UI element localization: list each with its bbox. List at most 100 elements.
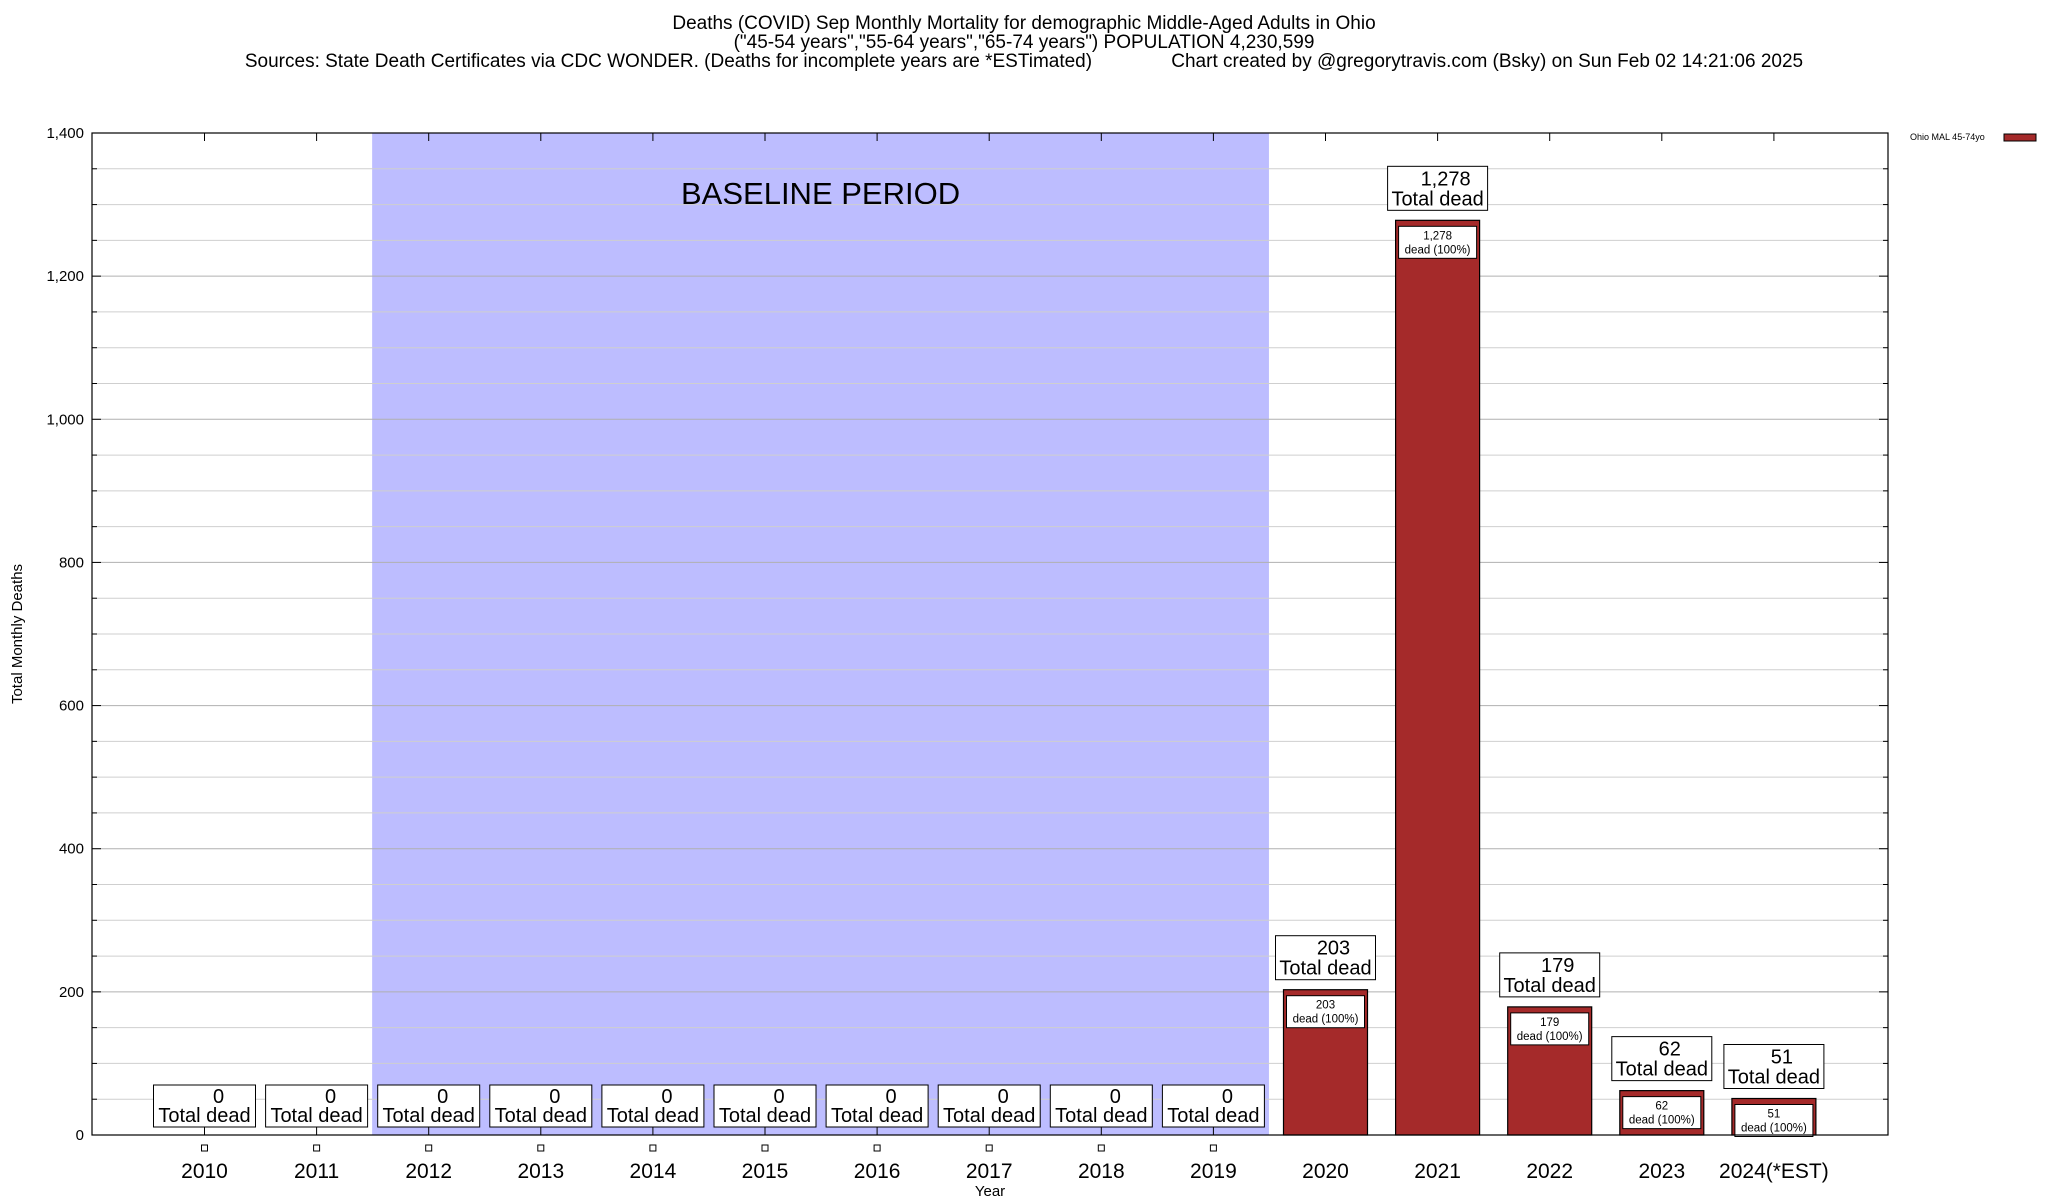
inner-label-box — [1286, 995, 1365, 1029]
x-tick-label: 2020 — [1302, 1160, 1349, 1183]
total-label-box — [1387, 165, 1489, 211]
inner-label-box — [1622, 1096, 1702, 1130]
total-label-box — [1499, 952, 1601, 998]
total-label-value: 0 — [1110, 1086, 1121, 1108]
total-label-box — [1275, 935, 1376, 981]
total-label-value: 51 — [1771, 1046, 1793, 1068]
total-label-value: 1,278 — [1421, 168, 1471, 190]
total-label-suffix: Total dead — [607, 1105, 699, 1127]
total-label-box — [153, 1084, 256, 1128]
y-tick-label: 0 — [76, 1127, 84, 1144]
total-label-suffix: Total dead — [1616, 1059, 1708, 1081]
chart-sources-line: Sources: State Death Certificates via CD… — [0, 52, 2048, 71]
inner-label-value: 1,278 — [1423, 230, 1452, 242]
total-label-value: 0 — [325, 1086, 336, 1108]
x-tick-label: 2013 — [517, 1160, 564, 1183]
inner-label-box — [1398, 225, 1478, 259]
total-label-value: 0 — [549, 1086, 560, 1108]
total-label-box — [377, 1084, 481, 1128]
x-tick-label: 2019 — [1190, 1160, 1237, 1183]
y-tick-label: 400 — [59, 841, 84, 858]
total-label-box — [825, 1084, 929, 1128]
x-tick-label: 2012 — [405, 1160, 452, 1183]
total-label-value: 0 — [661, 1086, 672, 1108]
total-label-value: 203 — [1317, 938, 1350, 960]
chart-header: Deaths (COVID) Sep Monthly Mortality for… — [0, 14, 2048, 71]
zero-marker — [201, 1144, 208, 1152]
total-label-value: 0 — [886, 1086, 897, 1108]
total-label-suffix: Total dead — [943, 1105, 1035, 1127]
total-label-value: 179 — [1541, 955, 1574, 977]
inner-label-box — [1510, 1012, 1590, 1046]
total-label-suffix: Total dead — [383, 1105, 475, 1127]
total-label-box — [937, 1084, 1041, 1128]
inner-label-percent: dead (100%) — [1741, 1122, 1807, 1134]
plot-frame — [91, 132, 1889, 1136]
baseline-label: BASELINE PERIOD — [681, 176, 960, 211]
y-axis-title: Total Monthly Deaths — [9, 564, 26, 704]
total-label-suffix: Total dead — [495, 1105, 587, 1127]
total-label-value: 0 — [213, 1086, 224, 1108]
total-label-suffix: Total dead — [270, 1105, 362, 1127]
x-tick-label: 2018 — [1078, 1160, 1125, 1183]
x-tick-label: 2022 — [1526, 1160, 1573, 1183]
total-label-suffix: Total dead — [1728, 1066, 1820, 1088]
chart-title: Deaths (COVID) Sep Monthly Mortality for… — [672, 13, 1376, 34]
inner-label-value: 203 — [1316, 1000, 1335, 1012]
chart-subtitle: ("45-54 years","55-64 years","65-74 year… — [733, 32, 1315, 53]
y-tick-label: 800 — [59, 554, 84, 571]
y-tick-label: 600 — [59, 698, 84, 715]
total-label-suffix: Total dead — [1055, 1105, 1147, 1127]
x-tick-label: 2016 — [854, 1160, 901, 1183]
total-label-suffix: Total dead — [719, 1105, 811, 1127]
x-tick-label: 2015 — [742, 1160, 789, 1183]
total-label-suffix: Total dead — [1279, 958, 1371, 980]
zero-marker — [873, 1144, 881, 1152]
total-label-box — [601, 1084, 705, 1128]
inner-label-value: 179 — [1540, 1017, 1559, 1029]
inner-label-percent: dead (100%) — [1517, 1031, 1583, 1043]
zero-marker — [425, 1144, 433, 1152]
y-tick-label: 200 — [59, 984, 84, 1001]
zero-marker — [1209, 1144, 1217, 1152]
total-label-box — [1611, 1036, 1713, 1082]
total-label-value: 0 — [1222, 1086, 1233, 1108]
total-label-box — [1049, 1084, 1153, 1128]
y-tick-label: 1,400 — [46, 125, 84, 142]
zero-marker — [649, 1144, 657, 1152]
total-label-value: 0 — [437, 1086, 448, 1108]
inner-label-value: 51 — [1768, 1108, 1781, 1120]
total-label-suffix: Total dead — [1391, 188, 1483, 210]
total-label-value: 0 — [998, 1086, 1009, 1108]
total-label-suffix: Total dead — [158, 1105, 250, 1127]
total-label-box — [489, 1084, 593, 1128]
total-label-value: 62 — [1659, 1039, 1681, 1061]
zero-marker — [537, 1144, 545, 1152]
x-axis-title: Year — [975, 1183, 1005, 1200]
inner-label-percent: dead (100%) — [1405, 244, 1471, 256]
zero-marker — [1097, 1144, 1105, 1152]
bar — [1394, 219, 1481, 1136]
zero-marker — [761, 1144, 769, 1152]
inner-label-value: 62 — [1655, 1101, 1668, 1113]
total-label-box — [713, 1084, 817, 1128]
total-label-suffix: Total dead — [831, 1105, 923, 1127]
inner-label-percent: dead (100%) — [1293, 1014, 1359, 1026]
y-tick-label: 1,200 — [46, 268, 84, 285]
legend-swatch — [2003, 133, 2037, 142]
total-label-box — [1161, 1084, 1265, 1128]
total-label-suffix: Total dead — [1167, 1105, 1259, 1127]
chart-sources: Sources: State Death Certificates via CD… — [244, 51, 1093, 72]
zero-marker — [985, 1144, 993, 1152]
x-tick-label: 2024(*EST) — [1719, 1160, 1829, 1183]
total-label-value: 0 — [773, 1086, 784, 1108]
zero-marker — [313, 1144, 321, 1152]
x-tick-label: 2011 — [294, 1160, 339, 1183]
x-tick-label: 2021 — [1414, 1160, 1461, 1183]
x-tick-label: 2010 — [181, 1160, 228, 1183]
inner-label-percent: dead (100%) — [1629, 1115, 1695, 1127]
chart-credit: Chart created by @gregorytravis.com (Bsk… — [1171, 51, 1804, 72]
inner-label-box — [1734, 1103, 1814, 1137]
x-tick-label: 2023 — [1638, 1160, 1685, 1183]
